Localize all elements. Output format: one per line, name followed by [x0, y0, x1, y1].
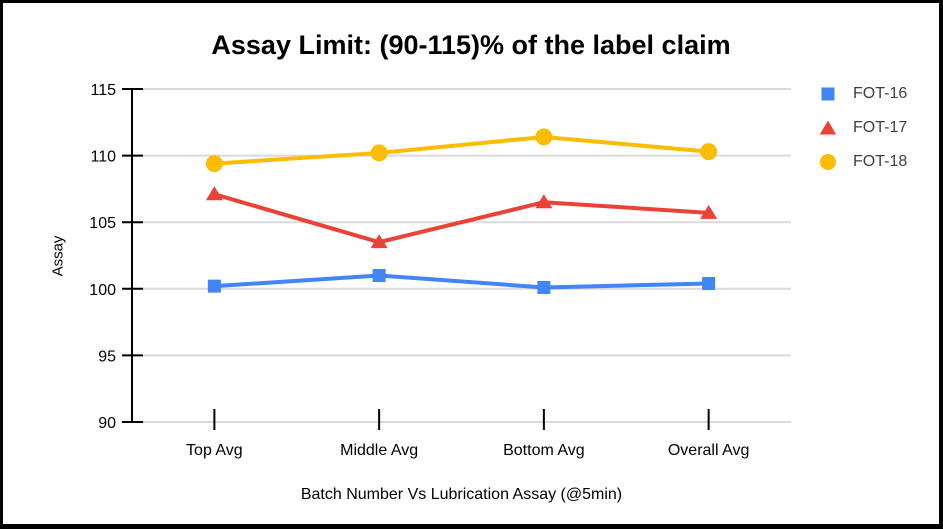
marker-FOT-18-0 — [205, 155, 223, 173]
marker-FOT-16-1 — [372, 268, 386, 282]
y-tick-label-115: 115 — [90, 82, 116, 99]
x-tick-label-2: Bottom Avg — [503, 442, 585, 459]
legend-item-FOT-17: FOT-17 — [819, 117, 907, 139]
legend-item-FOT-18: FOT-18 — [819, 151, 907, 173]
legend: FOT-16 FOT-17 FOT-18 — [819, 83, 907, 173]
circle-legend-icon — [820, 154, 836, 170]
x-tick-label-1: Middle Avg — [340, 442, 418, 459]
legend-label-FOT-16: FOT-16 — [853, 85, 908, 102]
square-legend-icon — [821, 87, 835, 101]
x-tick-label-3: Overall Avg — [668, 442, 750, 459]
marker-FOT-18-3 — [700, 143, 718, 161]
triangle-legend-icon — [819, 120, 837, 135]
marker-FOT-17-3 — [700, 204, 718, 219]
marker-FOT-16-2 — [537, 280, 551, 294]
y-tick-label-105: 105 — [89, 215, 116, 232]
marker-FOT-17-0 — [205, 186, 223, 201]
legend-item-FOT-16: FOT-16 — [819, 83, 907, 105]
marker-FOT-17-2 — [535, 194, 553, 209]
y-tick-label-100: 100 — [89, 282, 116, 299]
plot-area: 90 95 100 105 110 115 Top Avg Middle Avg Bottom … — [89, 82, 791, 459]
marker-FOT-18-1 — [370, 144, 388, 162]
y-tick-label-110: 110 — [90, 149, 116, 166]
series-line-FOT-18 — [212, 134, 711, 166]
legend-label-FOT-17: FOT-17 — [853, 119, 908, 136]
y-tick-label-95: 95 — [98, 348, 116, 365]
legend-label-FOT-18: FOT-18 — [853, 153, 908, 170]
marker-FOT-16-0 — [207, 279, 221, 293]
marker-FOT-17-1 — [370, 234, 388, 249]
series-line-FOT-16 — [212, 273, 711, 290]
marker-FOT-16-3 — [702, 276, 716, 290]
marker-FOT-18-2 — [535, 128, 553, 146]
x-tick-label-0: Top Avg — [186, 442, 243, 459]
x-axis-title: Batch Number Vs Lubrication Assay (@5min… — [300, 486, 623, 503]
chart-title: Assay Limit: (90-115)% of the label clai… — [211, 30, 731, 60]
series-line-FOT-17 — [212, 192, 711, 245]
y-axis-title: Assay — [49, 235, 67, 277]
y-tick-label-90: 90 — [98, 415, 116, 432]
